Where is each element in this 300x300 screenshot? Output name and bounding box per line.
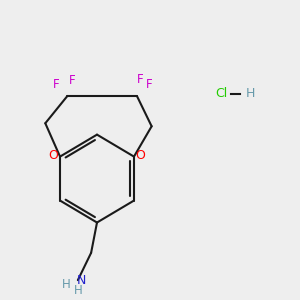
Text: F: F [136, 73, 143, 86]
Text: O: O [49, 148, 58, 162]
Text: H: H [246, 87, 255, 100]
Text: H: H [62, 278, 71, 291]
Text: O: O [136, 148, 146, 162]
Text: F: F [53, 78, 59, 91]
Text: H: H [74, 284, 82, 297]
Text: N: N [77, 274, 86, 286]
Text: Cl: Cl [215, 87, 227, 100]
Text: F: F [146, 78, 153, 91]
Text: F: F [69, 74, 76, 87]
